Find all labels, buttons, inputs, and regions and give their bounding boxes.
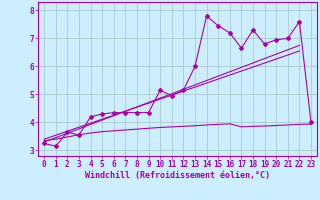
X-axis label: Windchill (Refroidissement éolien,°C): Windchill (Refroidissement éolien,°C) [85, 171, 270, 180]
